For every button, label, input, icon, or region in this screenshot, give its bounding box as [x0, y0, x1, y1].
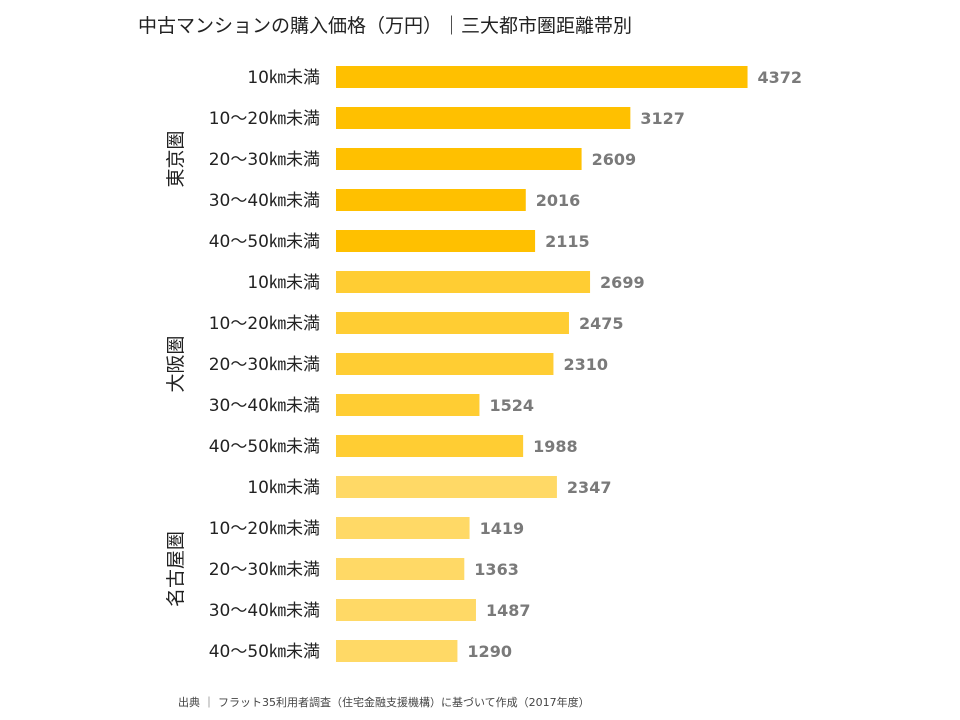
- value-label-0-0: 4372: [758, 68, 803, 87]
- value-label-0-4: 2115: [545, 232, 590, 251]
- bar-1-0: [336, 271, 591, 293]
- value-label-0-1: 3127: [640, 109, 685, 128]
- category-label-1-3: 30～40㎞未満: [209, 396, 320, 416]
- value-label-1-0: 2699: [600, 273, 645, 292]
- category-label-0-0: 10㎞未満: [247, 68, 320, 88]
- bar-1-2: [336, 353, 554, 375]
- category-label-2-4: 40～50㎞未満: [209, 642, 320, 662]
- category-label-0-4: 40～50㎞未満: [209, 232, 320, 252]
- bar-0-4: [336, 230, 536, 252]
- value-label-0-3: 2016: [536, 191, 581, 210]
- category-labels: 10㎞未満 10～20㎞未満 20～30㎞未満 30～40㎞未満 40～50㎞未満 10㎞…: [209, 68, 320, 662]
- category-label-1-4: 40～50㎞未満: [209, 437, 320, 457]
- value-labels: 4372 3127 2609 2016 2115 2699 2475 2310 1524 1988…: [467, 68, 802, 661]
- category-label-1-2: 20～30㎞未満: [209, 355, 320, 375]
- value-label-2-3: 1487: [486, 601, 531, 620]
- chart-title: 中古マンションの購入価格（万円）｜三大都市圏距離帯別: [138, 15, 632, 37]
- bar-1-4: [336, 435, 524, 457]
- value-label-2-0: 2347: [567, 478, 612, 497]
- bar-2-3: [336, 599, 476, 621]
- category-label-0-1: 10～20㎞未満: [209, 109, 320, 129]
- bar-1-3: [336, 394, 480, 416]
- region-label-2: 名古屋圏: [165, 531, 187, 607]
- category-label-0-3: 30～40㎞未満: [209, 191, 320, 211]
- value-label-1-4: 1988: [533, 437, 578, 456]
- value-label-1-1: 2475: [579, 314, 624, 333]
- bars: [336, 66, 748, 662]
- bar-1-1: [336, 312, 569, 334]
- source-note: 出典 ｜ フラット35利用者調査（住宅金融支援機構）に基づいて作成（2017年度…: [178, 695, 590, 709]
- bar-2-1: [336, 517, 470, 539]
- bar-0-2: [336, 148, 582, 170]
- value-label-1-2: 2310: [563, 355, 608, 374]
- category-label-2-3: 30～40㎞未満: [209, 601, 320, 621]
- region-label-1: 大阪圏: [165, 335, 187, 392]
- bar-0-1: [336, 107, 631, 129]
- category-label-2-2: 20～30㎞未満: [209, 560, 320, 580]
- value-label-0-2: 2609: [592, 150, 637, 169]
- bar-2-4: [336, 640, 458, 662]
- category-label-2-1: 10～20㎞未満: [209, 519, 320, 539]
- value-label-2-2: 1363: [474, 560, 519, 579]
- bar-0-3: [336, 189, 526, 211]
- value-label-1-3: 1524: [489, 396, 534, 415]
- category-label-0-2: 20～30㎞未満: [209, 150, 320, 170]
- value-label-2-4: 1290: [467, 642, 512, 661]
- bar-2-2: [336, 558, 465, 580]
- bar-0-0: [336, 66, 748, 88]
- value-label-2-1: 1419: [480, 519, 525, 538]
- bar-2-0: [336, 476, 557, 498]
- category-label-2-0: 10㎞未満: [247, 478, 320, 498]
- region-label-0: 東京圏: [165, 130, 187, 187]
- category-label-1-0: 10㎞未満: [247, 273, 320, 293]
- category-label-1-1: 10～20㎞未満: [209, 314, 320, 334]
